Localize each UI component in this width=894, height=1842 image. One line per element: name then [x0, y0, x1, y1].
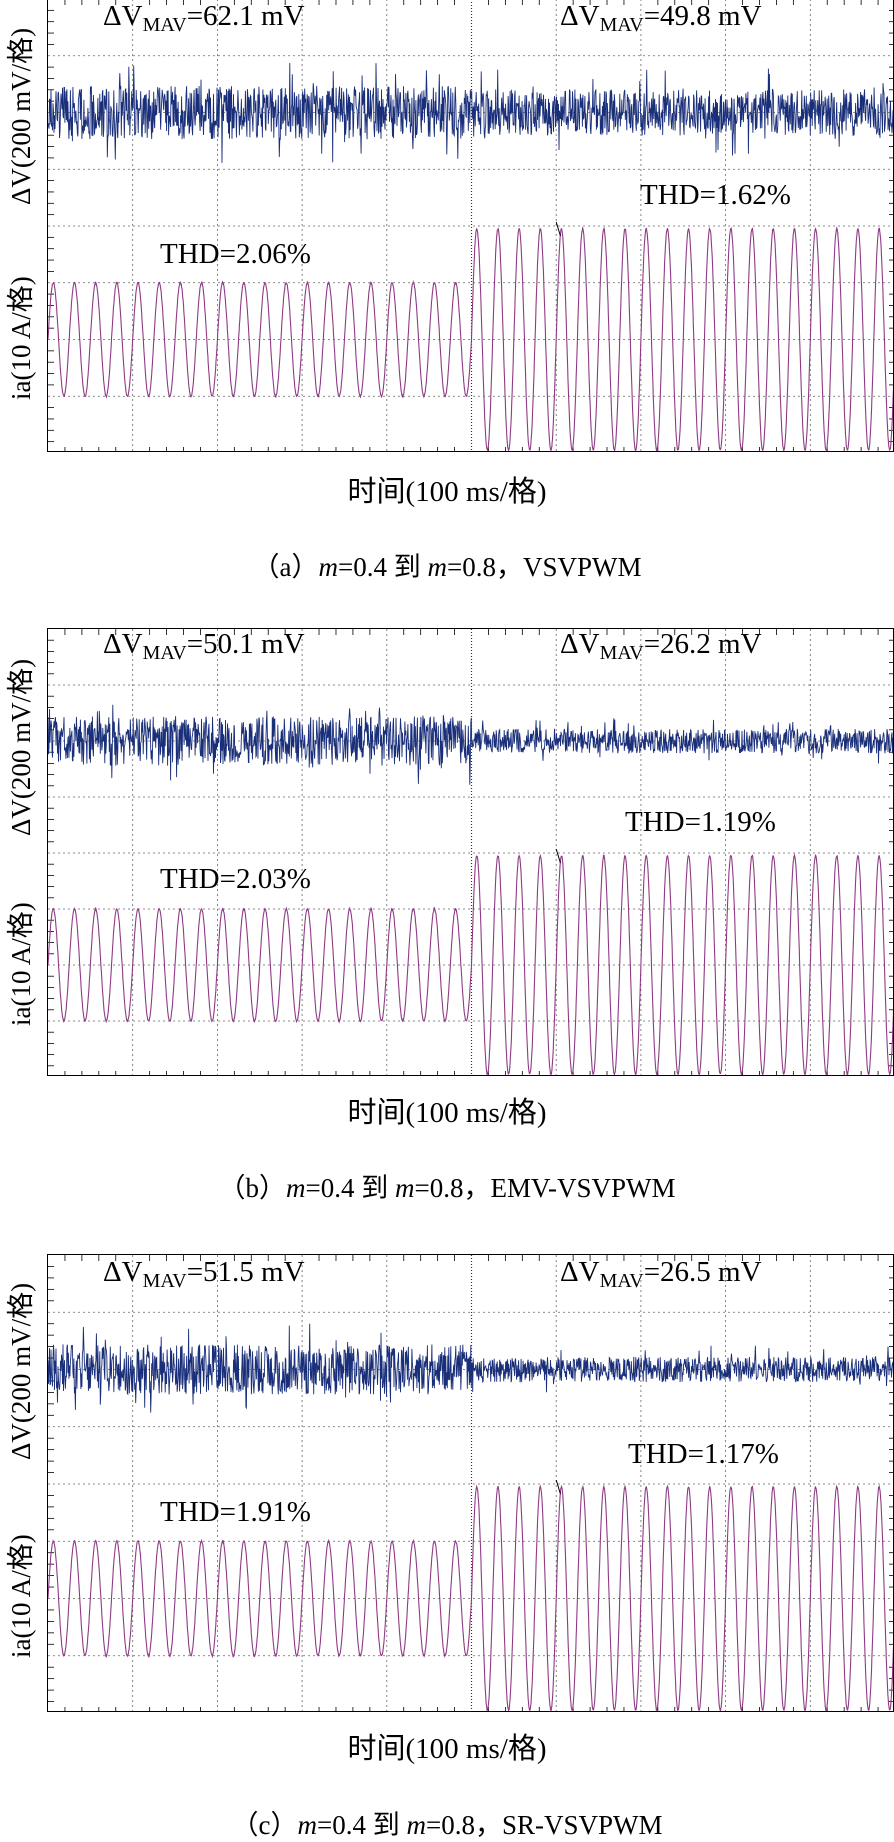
dv-mav-left: ΔVMAV=62.1 mV — [103, 0, 305, 36]
current-trace — [48, 226, 893, 451]
dv-mav-left-value: 51.5 mV — [203, 1256, 305, 1288]
y-axis-labels: ΔV(200 mV/格) ia(10 A/格) — [0, 628, 46, 1078]
waveform-plot — [48, 0, 893, 451]
caption-a: （a）m=0.4 到 m=0.8，VSVPWM — [252, 552, 642, 582]
oscilloscope-a — [47, 0, 894, 452]
current-trace — [48, 853, 893, 1075]
dv-mav-left-value: 50.1 mV — [203, 628, 305, 660]
dv-axis-label: ΔV(200 mV/格) — [6, 1283, 36, 1460]
thd-left: THD=1.91% — [160, 1496, 311, 1528]
ia-axis-label: ia(10 A/格) — [6, 902, 36, 1026]
current-trace — [48, 1484, 893, 1711]
caption-b: （b）m=0.4 到 m=0.8，EMV-VSVPWM — [218, 1173, 676, 1203]
thd-leader-line — [555, 1479, 561, 1495]
ia-axis-label: ia(10 A/格) — [6, 1534, 36, 1658]
y-axis-labels: ΔV(200 mV/格) ia(10 A/格) — [0, 0, 46, 455]
dv-mav-right: ΔVMAV=26.2 mV — [560, 628, 762, 664]
voltage-ripple-trace — [48, 62, 893, 163]
dv-axis-label: ΔV(200 mV/格) — [6, 28, 36, 205]
thd-left: THD=2.03% — [160, 863, 311, 895]
y-axis-labels: ΔV(200 mV/格) ia(10 A/格) — [0, 1250, 46, 1720]
dv-mav-right-value: 49.8 mV — [660, 0, 762, 32]
thd-right: THD=1.62% — [640, 179, 791, 211]
y-axis-label-svg: ΔV(200 mV/格) ia(10 A/格) — [6, 1283, 36, 1658]
dv-mav-right-value: 26.5 mV — [660, 1256, 762, 1288]
dv-mav-left-value: 62.1 mV — [203, 0, 305, 32]
caption-c: （c）m=0.4 到 m=0.8，SR-VSVPWM — [231, 1810, 663, 1840]
thd-right: THD=1.17% — [628, 1438, 779, 1470]
thd-leader-line — [555, 221, 561, 237]
oscilloscope-b — [47, 628, 894, 1076]
dv-mav-right: ΔVMAV=49.8 mV — [560, 0, 762, 36]
y-axis-label-svg: ΔV(200 mV/格) ia(10 A/格) — [6, 28, 36, 400]
x-axis-label: 时间(100 ms/格) — [347, 1733, 547, 1765]
grid — [48, 0, 893, 451]
x-axis-label: 时间(100 ms/格) — [347, 476, 547, 508]
waveform-plot — [48, 1255, 893, 1711]
thd-right: THD=1.19% — [625, 806, 776, 838]
y-axis-label-svg: ΔV(200 mV/格) ia(10 A/格) — [6, 659, 36, 1026]
x-axis-label: 时间(100 ms/格) — [347, 1097, 547, 1129]
dv-mav-right-value: 26.2 mV — [660, 628, 762, 660]
thd-left: THD=2.06% — [160, 238, 311, 270]
grid — [48, 1255, 893, 1711]
thd-leader-line — [555, 848, 561, 864]
voltage-ripple-trace — [48, 704, 893, 785]
dv-mav-right: ΔVMAV=26.5 mV — [560, 1256, 762, 1292]
grid — [48, 629, 893, 1075]
ia-axis-label: ia(10 A/格) — [6, 276, 36, 400]
waveform-plot — [48, 629, 893, 1075]
oscilloscope-c — [47, 1254, 894, 1712]
dv-axis-label: ΔV(200 mV/格) — [6, 659, 36, 836]
dv-mav-left: ΔVMAV=51.5 mV — [103, 1256, 305, 1292]
voltage-ripple-trace — [48, 1323, 893, 1413]
dv-mav-left: ΔVMAV=50.1 mV — [103, 628, 305, 664]
